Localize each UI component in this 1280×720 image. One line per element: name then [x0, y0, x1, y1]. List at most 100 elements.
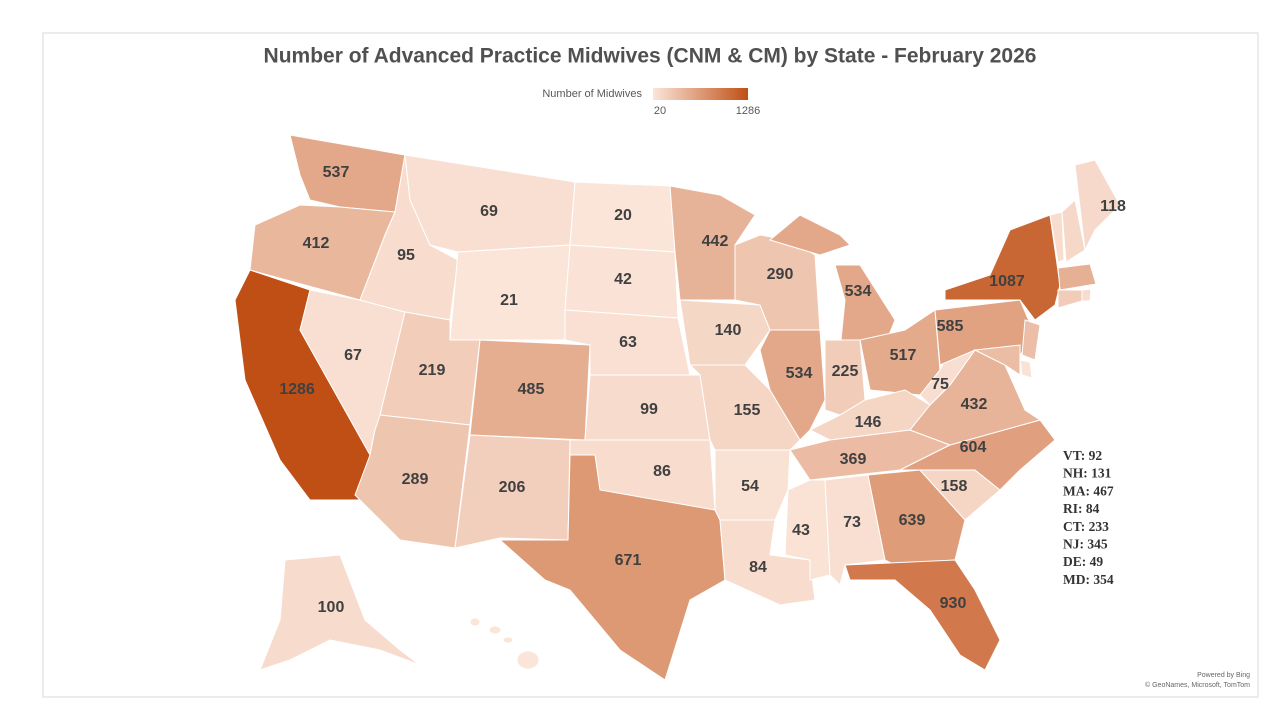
callout-value: 354	[1093, 572, 1114, 587]
state-value: 1087	[989, 273, 1025, 290]
states	[234, 134, 1121, 681]
legend-min: 20	[654, 105, 666, 117]
legend-gradient	[653, 88, 748, 100]
state	[1061, 199, 1086, 263]
state-value: 537	[323, 164, 350, 181]
state-value: 158	[941, 478, 968, 495]
state	[1081, 288, 1092, 302]
callout-state: RI	[1063, 501, 1078, 516]
credit: Powered by Bing	[1197, 672, 1250, 679]
state-value: 289	[402, 471, 429, 488]
callout-value: 233	[1089, 519, 1110, 534]
callout-state: MD	[1063, 572, 1086, 587]
state-value: 95	[397, 247, 415, 264]
state-value: 86	[653, 463, 671, 480]
state	[768, 214, 851, 256]
state-value: 534	[786, 365, 813, 382]
state	[973, 344, 1021, 376]
state-value: 585	[937, 318, 964, 335]
callout-state: MA	[1063, 483, 1086, 498]
hawaii	[469, 617, 540, 670]
callout-value: 49	[1090, 554, 1104, 569]
state-value: 290	[767, 266, 794, 283]
separator: :	[1083, 466, 1091, 481]
state-value: 155	[734, 402, 761, 419]
state-value: 63	[619, 334, 637, 351]
state	[454, 434, 571, 549]
state	[498, 454, 726, 681]
callout-state: VT	[1063, 448, 1082, 463]
state-value: 604	[960, 439, 987, 456]
callout: CT: 233	[1063, 519, 1109, 534]
state-value: 225	[832, 363, 859, 380]
state	[1019, 359, 1033, 379]
state	[1057, 289, 1083, 309]
state-value: 219	[419, 362, 446, 379]
separator: :	[1081, 448, 1089, 463]
callout-value: 345	[1087, 537, 1108, 552]
state-value: 442	[702, 233, 729, 250]
state-value: 534	[845, 283, 872, 300]
state-value: 54	[741, 478, 759, 495]
state-value: 100	[318, 599, 345, 616]
state-value: 75	[931, 376, 949, 393]
separator: :	[1078, 501, 1086, 516]
state	[1057, 263, 1097, 291]
callout-state: NJ	[1063, 537, 1080, 552]
credit: © GeoNames, Microsoft, TomTom	[1145, 681, 1250, 689]
callout-state: DE	[1063, 554, 1082, 569]
state-value: 140	[715, 322, 742, 339]
state-value: 517	[890, 347, 917, 364]
callout-state: NH	[1063, 466, 1084, 481]
state-value: 42	[614, 271, 632, 288]
callout-state: CT	[1063, 519, 1082, 534]
state	[1049, 211, 1065, 263]
state-value: 146	[855, 414, 882, 431]
state-value: 1286	[279, 381, 315, 398]
state-value: 412	[303, 235, 330, 252]
state-value: 73	[843, 514, 861, 531]
state-value: 639	[899, 512, 926, 529]
state-value: 69	[480, 203, 498, 220]
legend-title: Number of Midwives	[542, 88, 642, 100]
state-value: 84	[749, 559, 767, 576]
state-value: 21	[500, 292, 518, 309]
callout-value: 467	[1093, 483, 1114, 498]
state	[259, 554, 421, 671]
state-value: 20	[614, 207, 632, 224]
callout: NH: 131	[1063, 466, 1112, 481]
state-value: 485	[518, 381, 545, 398]
state	[719, 519, 816, 606]
state	[1074, 159, 1121, 252]
state	[759, 329, 826, 441]
state-value: 118	[1100, 198, 1126, 215]
callout-value: 92	[1089, 448, 1103, 463]
state-value: 67	[344, 347, 362, 364]
state-value: 671	[615, 552, 642, 569]
callout-value: 84	[1086, 501, 1100, 516]
legend-max: 1286	[736, 105, 760, 117]
state	[1021, 319, 1041, 361]
separator: :	[1086, 572, 1094, 587]
state	[679, 299, 771, 366]
callout: MA: 467	[1063, 483, 1114, 498]
callout: NJ: 345	[1063, 537, 1108, 552]
separator: :	[1082, 554, 1090, 569]
callout: DE: 49	[1063, 554, 1103, 569]
state-value: 369	[840, 451, 867, 468]
state-value: 206	[499, 479, 526, 496]
state	[784, 479, 831, 581]
state	[354, 414, 471, 549]
separator: :	[1080, 537, 1088, 552]
state-value: 43	[792, 522, 810, 539]
callout: MD: 354	[1063, 572, 1114, 587]
callout: VT: 92	[1063, 448, 1102, 463]
separator: :	[1086, 483, 1094, 498]
state-value: 432	[961, 396, 988, 413]
callout: RI: 84	[1063, 501, 1100, 516]
callout-value: 131	[1091, 466, 1112, 481]
state	[844, 559, 1001, 671]
state-value: 930	[940, 595, 967, 612]
separator: :	[1081, 519, 1089, 534]
